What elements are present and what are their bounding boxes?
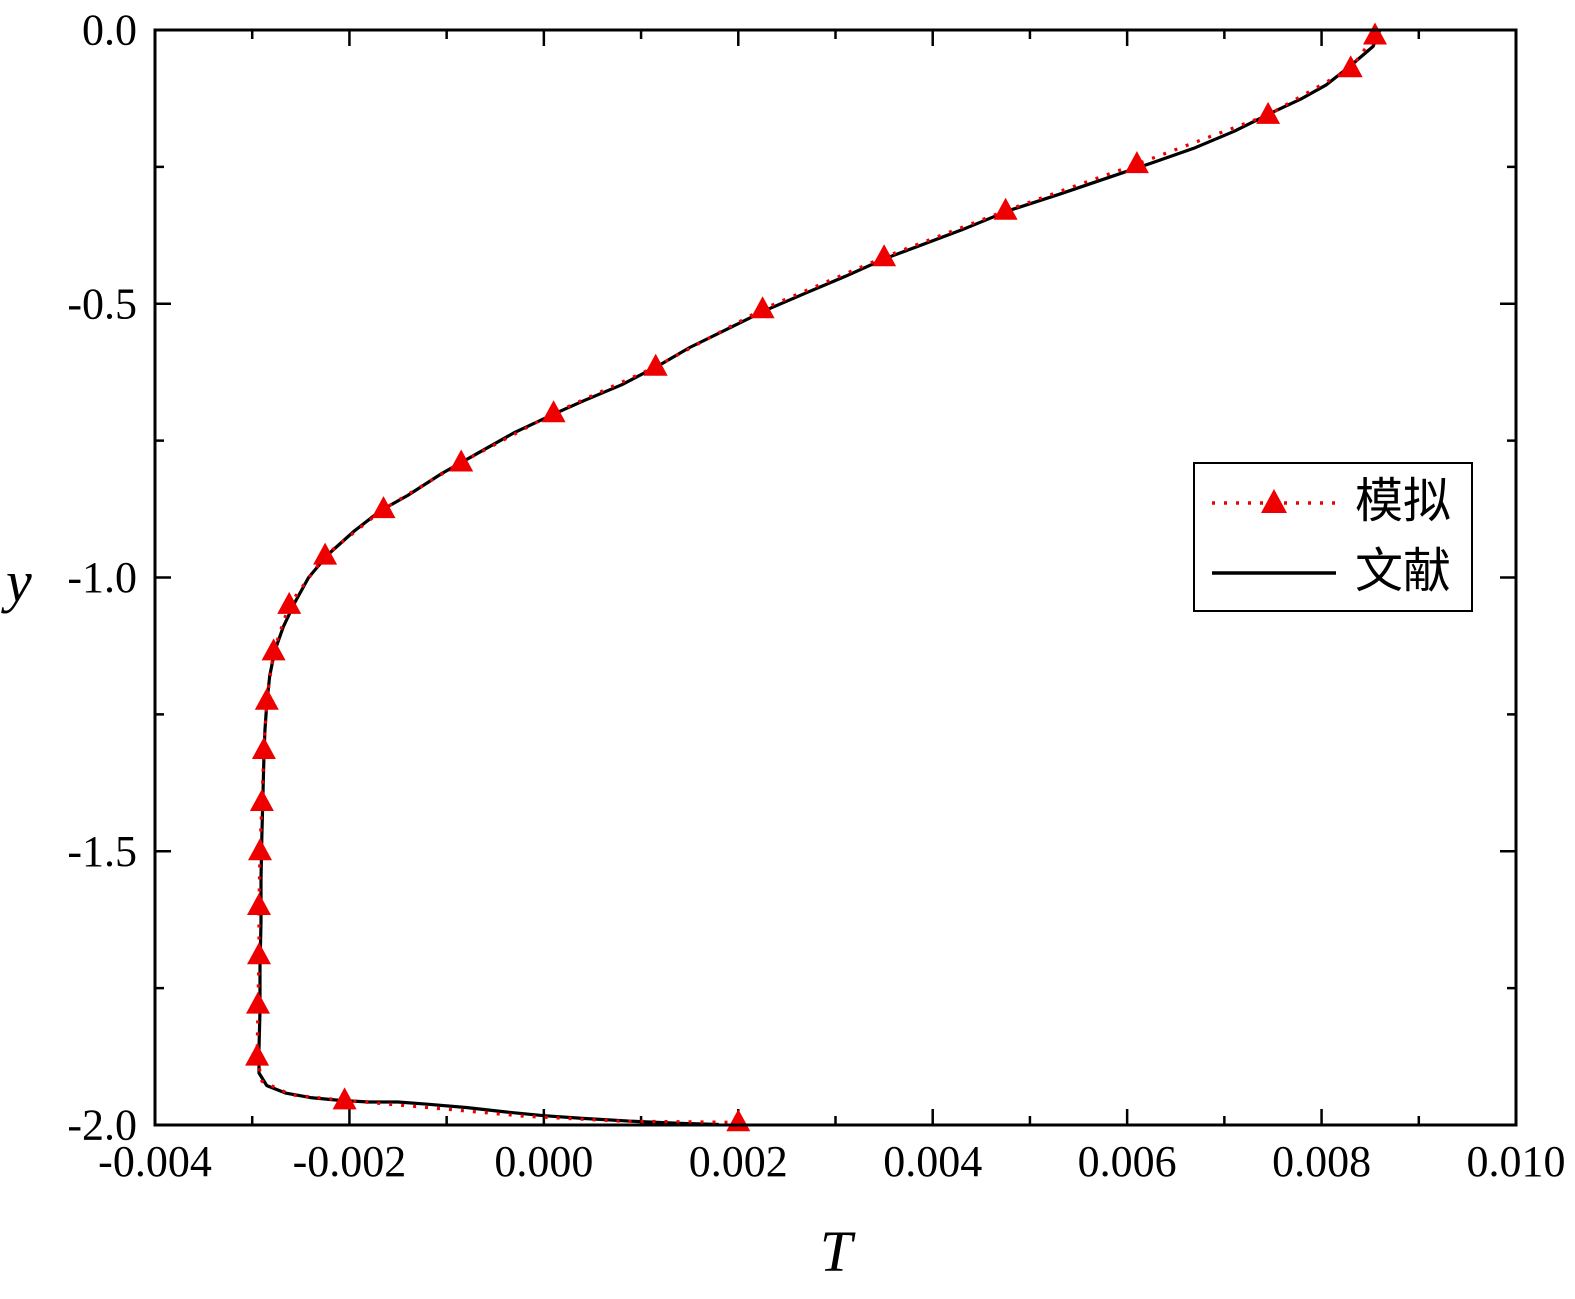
y-tick-label: -1.0: [67, 553, 137, 602]
legend-item-simulation: 模拟: [1209, 470, 1457, 534]
data-marker-triangle: [261, 638, 286, 661]
data-marker-triangle: [993, 197, 1018, 220]
data-marker-triangle: [726, 1109, 751, 1132]
data-marker-triangle: [246, 991, 270, 1014]
data-marker-triangle: [245, 1043, 270, 1066]
y-tick-label: -0.5: [67, 279, 137, 328]
data-marker-triangle: [249, 789, 274, 811]
x-tick-label: 0.010: [1467, 1137, 1566, 1186]
data-marker-triangle: [1338, 55, 1363, 78]
x-axis-label: T: [819, 1219, 853, 1284]
data-marker-triangle: [643, 353, 668, 376]
y-tick-label: -1.5: [67, 827, 137, 876]
data-marker-triangle: [371, 496, 396, 519]
plot-frame: [153, 28, 1518, 1127]
data-marker-triangle: [277, 591, 302, 614]
legend-label-simulation: 模拟: [1355, 475, 1452, 528]
x-tick-label: 0.000: [494, 1137, 593, 1186]
data-marker-triangle: [541, 400, 566, 423]
x-tick-label: -0.002: [293, 1137, 407, 1186]
data-marker-triangle: [332, 1087, 357, 1110]
data-marker-triangle: [313, 542, 338, 565]
y-axis-label: y: [6, 549, 32, 614]
legend-sample-dotted-triangle-icon: [1212, 489, 1336, 513]
legend: 模拟 文献: [1193, 462, 1473, 612]
data-marker-triangle: [872, 244, 897, 267]
data-marker-triangle: [247, 942, 271, 965]
data-marker-triangle: [750, 296, 775, 319]
y-tick-label: -2.0: [67, 1101, 137, 1150]
x-tick-label: -0.004: [98, 1137, 212, 1186]
y-tick-label: 0.0: [82, 6, 137, 55]
data-marker-triangle: [1124, 151, 1149, 174]
data-marker-triangle: [1363, 22, 1387, 45]
x-tick-label: 0.004: [883, 1137, 982, 1186]
x-tick-label: 0.006: [1078, 1137, 1177, 1186]
data-marker-triangle: [247, 893, 271, 915]
legend-label-literature: 文献: [1355, 545, 1452, 598]
data-marker-triangle: [449, 449, 474, 472]
data-marker-triangle: [1256, 101, 1281, 124]
x-tick-label: 0.002: [689, 1137, 788, 1186]
legend-item-literature: 文献: [1209, 540, 1457, 604]
x-tick-label: 0.008: [1272, 1137, 1371, 1186]
data-marker-triangle: [248, 838, 272, 861]
legend-sample-solid-line-icon: [1212, 571, 1336, 575]
data-marker-triangle: [251, 737, 276, 759]
data-marker-triangle: [254, 687, 279, 710]
